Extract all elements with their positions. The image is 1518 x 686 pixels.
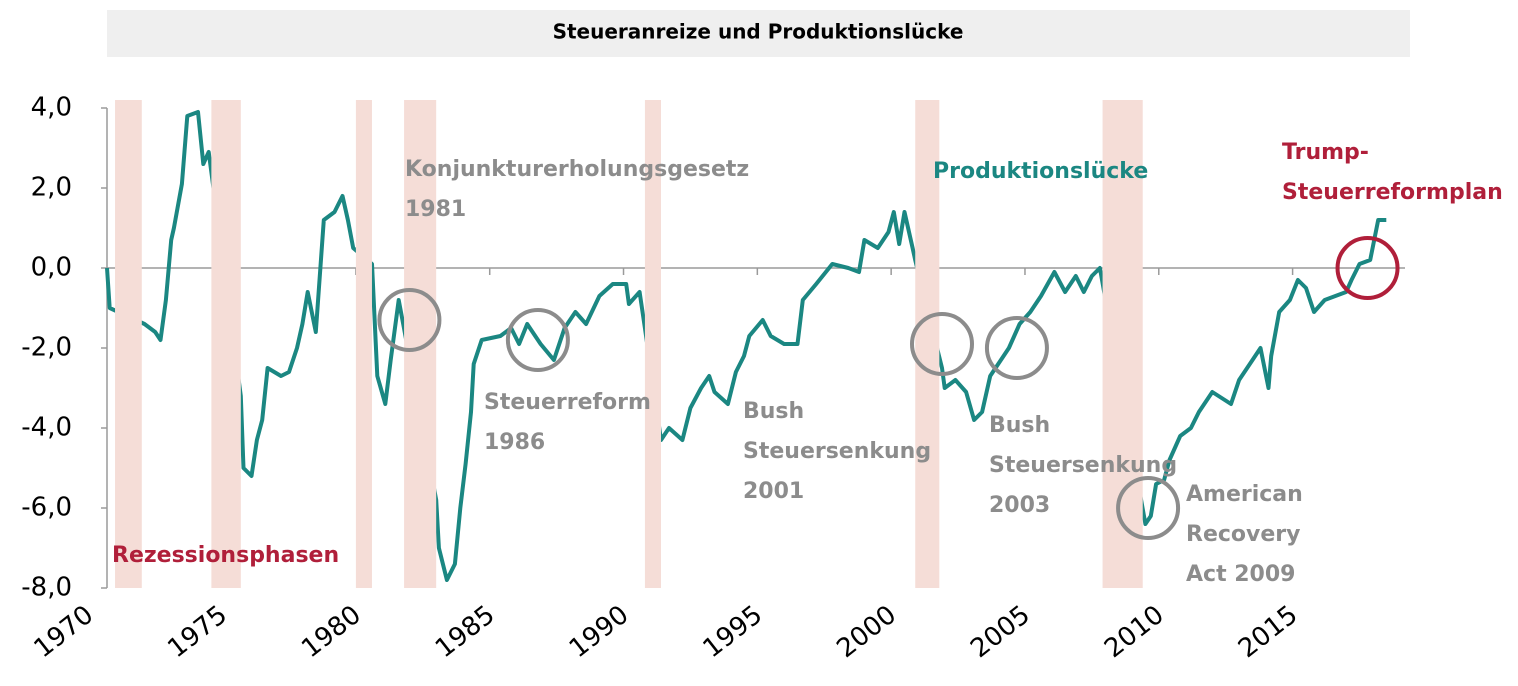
x-tick-label: 1975 — [162, 600, 233, 664]
highlight-circle — [910, 312, 975, 376]
highlight-circle — [984, 316, 1049, 380]
annotation: Konjunkturerholungsgesetz — [405, 157, 749, 182]
recession-band — [644, 100, 661, 588]
annotation: 1981 — [405, 197, 466, 222]
annotation: Act 2009 — [1186, 562, 1295, 587]
annotation: 2003 — [989, 493, 1050, 518]
highlight-circle — [1116, 476, 1181, 540]
annotation: Steuersenkung — [989, 453, 1177, 478]
highlight-circle — [377, 288, 442, 352]
x-tick-label: 2010 — [1099, 600, 1170, 664]
recession-band — [355, 100, 372, 588]
highlight-circle — [1335, 236, 1400, 300]
x-tick-label: 1985 — [430, 600, 501, 664]
data-line — [105, 110, 1387, 582]
annotation: Recovery — [1186, 522, 1300, 547]
annotation: Bush — [743, 399, 804, 424]
x-tick-label: 2015 — [1233, 600, 1304, 664]
title-band — [107, 10, 1410, 57]
recession-band — [404, 100, 437, 588]
x-tick-label: 1970 — [29, 600, 100, 664]
annotation: Trump- — [1282, 140, 1369, 165]
recession-band — [915, 100, 940, 588]
x-tick-label: 2000 — [831, 600, 902, 664]
annotation: American — [1186, 482, 1303, 507]
recession-band — [1102, 100, 1143, 588]
x-tick-label: 2005 — [965, 600, 1036, 664]
annotation: Steuerreformplan — [1282, 180, 1503, 205]
y-tick-label: -4,0 — [21, 413, 72, 443]
y-tick-label: -2,0 — [21, 333, 72, 363]
y-tick-label: 0,0 — [31, 253, 72, 283]
y-tick-label: 2,0 — [31, 173, 72, 203]
x-tick-label: 1995 — [698, 600, 769, 664]
annotation: Steuerreform — [484, 390, 651, 415]
recession-band — [211, 100, 241, 588]
annotation: 1986 — [484, 430, 545, 455]
chart-title: Steueranreize und Produktionslücke — [553, 20, 964, 44]
annotation: Steuersenkung — [743, 439, 931, 464]
y-tick-label: -6,0 — [21, 493, 72, 523]
x-tick-label: 1990 — [564, 600, 635, 664]
recession-band — [115, 100, 142, 588]
annotation: 2001 — [743, 479, 804, 504]
annotation: Bush — [989, 413, 1050, 438]
series-label: Produktionslücke — [933, 159, 1148, 184]
recession-label: Rezessionsphasen — [112, 543, 339, 568]
x-tick-label: 1980 — [296, 600, 367, 664]
highlight-circle — [505, 308, 570, 372]
y-tick-label: -8,0 — [21, 573, 72, 603]
y-tick-label: 4,0 — [31, 93, 72, 123]
